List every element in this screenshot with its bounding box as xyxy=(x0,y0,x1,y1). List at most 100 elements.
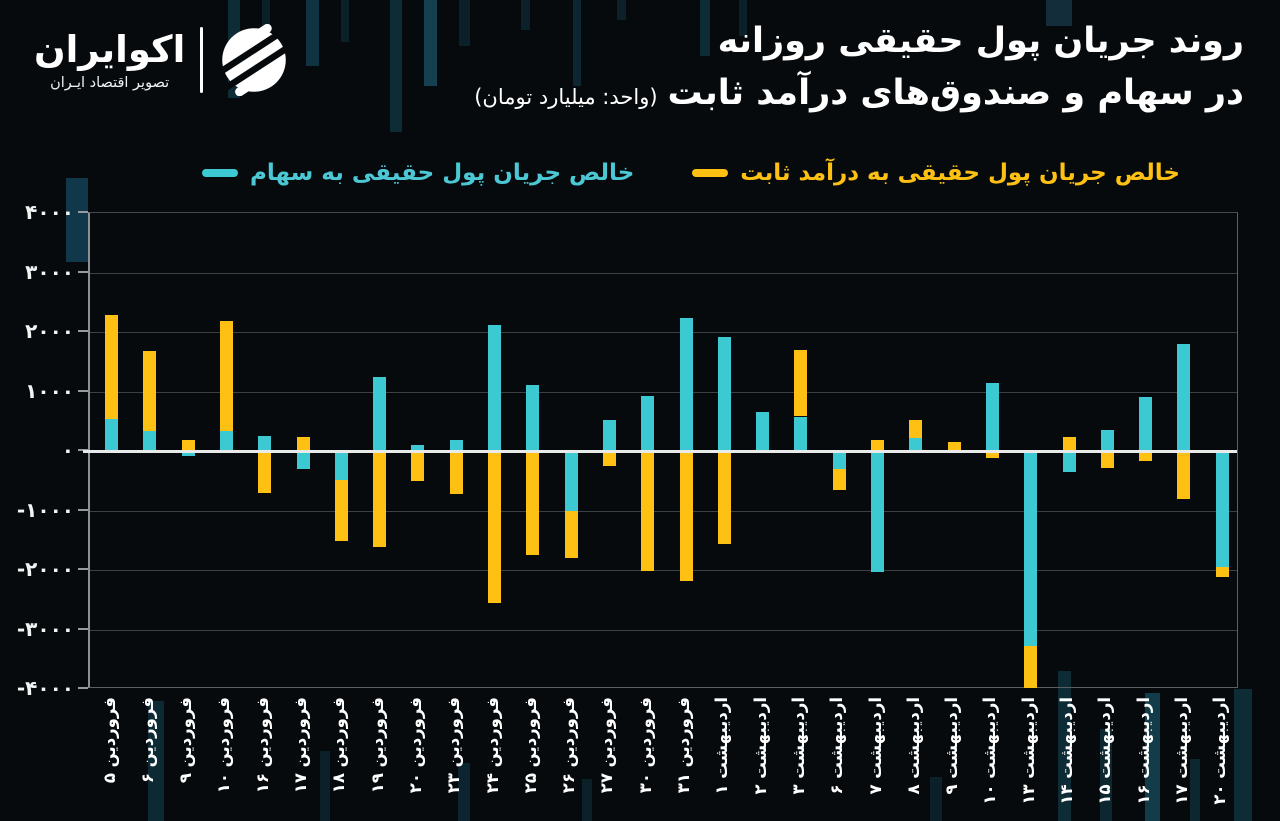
x-axis-label: فروردین ۱۰ xyxy=(214,697,234,794)
bar-segment-fixed-income xyxy=(488,451,501,603)
x-axis-label: اردیبهشت ۷ xyxy=(865,697,885,795)
bar-segment-stocks xyxy=(488,324,501,451)
bar-segment-stocks xyxy=(985,382,999,451)
background-stripe xyxy=(582,779,592,821)
bar-segment-fixed-income xyxy=(947,442,961,451)
x-axis-label: اردیبهشت ۱۶ xyxy=(1133,697,1153,805)
bar-segment-fixed-income xyxy=(181,440,195,451)
title-line-2-text: در سهام و صندوق‌های درآمد ثابت xyxy=(667,72,1244,113)
x-axis-label: فروردین ۲۷ xyxy=(597,697,617,794)
bar-segment-stocks xyxy=(909,437,923,451)
bar-segment-fixed-income xyxy=(1062,436,1076,451)
bar-segment-stocks xyxy=(296,451,310,470)
zero-line xyxy=(83,450,1237,453)
x-axis-label: فروردین ۹ xyxy=(176,697,196,784)
background-stripe xyxy=(1100,729,1112,821)
x-axis-label: اردیبهشت ۶ xyxy=(827,697,847,795)
title-line-1: روند جریان پول حقیقی روزانه xyxy=(717,21,1244,61)
bar-segment-fixed-income xyxy=(258,451,272,493)
gridline xyxy=(90,272,1237,274)
bar-segment-fixed-income xyxy=(602,451,616,466)
background-stripe xyxy=(573,0,581,86)
bar-segment-stocks xyxy=(756,411,770,451)
bar-segment-fixed-income xyxy=(1024,646,1038,688)
y-axis-label: ۴۰۰۰ xyxy=(25,200,74,224)
background-stripe xyxy=(459,0,470,46)
bar-segment-stocks xyxy=(679,318,693,451)
background-stripe xyxy=(1190,759,1200,821)
x-axis-label: اردیبهشت ۲۰ xyxy=(1210,697,1230,805)
x-axis-label: فروردین ۲۵ xyxy=(520,697,540,794)
y-axis-label: ۳۰۰۰ xyxy=(25,259,74,284)
legend-label-stocks: خالص جریان پول حقیقی به سهام xyxy=(249,160,635,186)
x-axis-label: فروردین ۲۰ xyxy=(405,697,425,794)
gridline xyxy=(90,391,1237,393)
bar-segment-fixed-income xyxy=(219,320,233,431)
bar-segment-fixed-income xyxy=(449,451,463,494)
y-axis-tick xyxy=(78,389,88,392)
y-axis-label: -۳۰۰۰ xyxy=(16,616,74,641)
background-stripe xyxy=(390,0,402,132)
brand-separator xyxy=(200,27,203,93)
legend-label-fixed-income: خالص جریان پول حقیقی به درآمد ثابت xyxy=(740,160,1180,186)
x-axis-label: اردیبهشت ۱۴ xyxy=(1057,697,1076,805)
bar-segment-fixed-income xyxy=(717,451,731,544)
background-stripe xyxy=(341,0,349,42)
bar-segment-stocks xyxy=(411,445,425,451)
bar-segment-fixed-income xyxy=(564,511,578,559)
y-axis-label: -۴۰۰۰ xyxy=(16,676,74,700)
background-stripe xyxy=(1046,0,1072,26)
bar-segment-fixed-income xyxy=(373,451,387,548)
bar-segment-stocks xyxy=(449,439,463,451)
bar-segment-fixed-income xyxy=(641,451,655,572)
bar-segment-fixed-income xyxy=(1100,451,1114,468)
bar-segment-fixed-income xyxy=(143,351,157,431)
bar-segment-fixed-income xyxy=(334,480,348,541)
background-stripe xyxy=(148,701,164,821)
bar-segment-fixed-income xyxy=(909,420,923,438)
legend: خالص جریان پول حقیقی به سهام خالص جریان … xyxy=(201,160,1180,186)
plot-area xyxy=(83,212,1238,688)
bar-segment-fixed-income xyxy=(526,451,540,555)
x-axis-label: فروردین ۶ xyxy=(137,697,157,784)
bar-segment-stocks xyxy=(1215,451,1229,567)
bar-segment-stocks xyxy=(181,451,195,457)
y-axis-tick xyxy=(78,211,88,213)
x-axis-label: اردیبهشت ۸ xyxy=(903,697,923,795)
background-stripe xyxy=(521,0,530,30)
background-stripe xyxy=(306,0,319,66)
brand-name: اکوایران xyxy=(34,28,186,72)
bar-segment-stocks xyxy=(334,451,348,481)
brand-text: اکوایران تصویر اقتصاد ایـران xyxy=(34,29,185,91)
bar-segment-fixed-income xyxy=(411,451,425,481)
y-axis-tick xyxy=(78,270,88,273)
bar-segment-stocks xyxy=(526,385,540,451)
x-axis-label: فروردین ۲۳ xyxy=(444,697,464,794)
bar-segment-fixed-income xyxy=(1139,451,1153,461)
bar-segment-stocks xyxy=(717,336,731,451)
bar-segment-fixed-income xyxy=(296,437,310,451)
chart-title: روند جریان پول حقیقی روزانه در سهام و صن… xyxy=(474,16,1244,120)
y-axis-label: ۱۰۰۰ xyxy=(25,378,74,403)
bar-segment-stocks xyxy=(1177,343,1191,451)
bar-segment-stocks xyxy=(1139,397,1153,451)
x-axis-label: اردیبهشت ۱۳ xyxy=(1018,697,1038,805)
background-stripe xyxy=(617,0,626,20)
background-stripe xyxy=(700,0,710,56)
y-axis-tick xyxy=(78,508,88,511)
bar-segment-fixed-income xyxy=(1177,451,1191,500)
y-axis-tick xyxy=(78,330,88,332)
x-axis-label: فروردین ۱۸ xyxy=(329,697,349,794)
x-axis-label: فروردین ۳۱ xyxy=(674,697,693,794)
background-stripe xyxy=(1234,689,1252,821)
x-axis-label: فروردین ۲۶ xyxy=(559,697,579,794)
gridline xyxy=(90,629,1237,631)
gridline xyxy=(90,570,1237,571)
fixed-income-series-dash-icon xyxy=(692,169,729,177)
background-stripe xyxy=(458,763,470,821)
y-axis-tick xyxy=(78,568,88,570)
bar-segment-fixed-income xyxy=(832,468,846,490)
gridline xyxy=(90,332,1237,333)
y-axis-tick xyxy=(78,627,88,630)
